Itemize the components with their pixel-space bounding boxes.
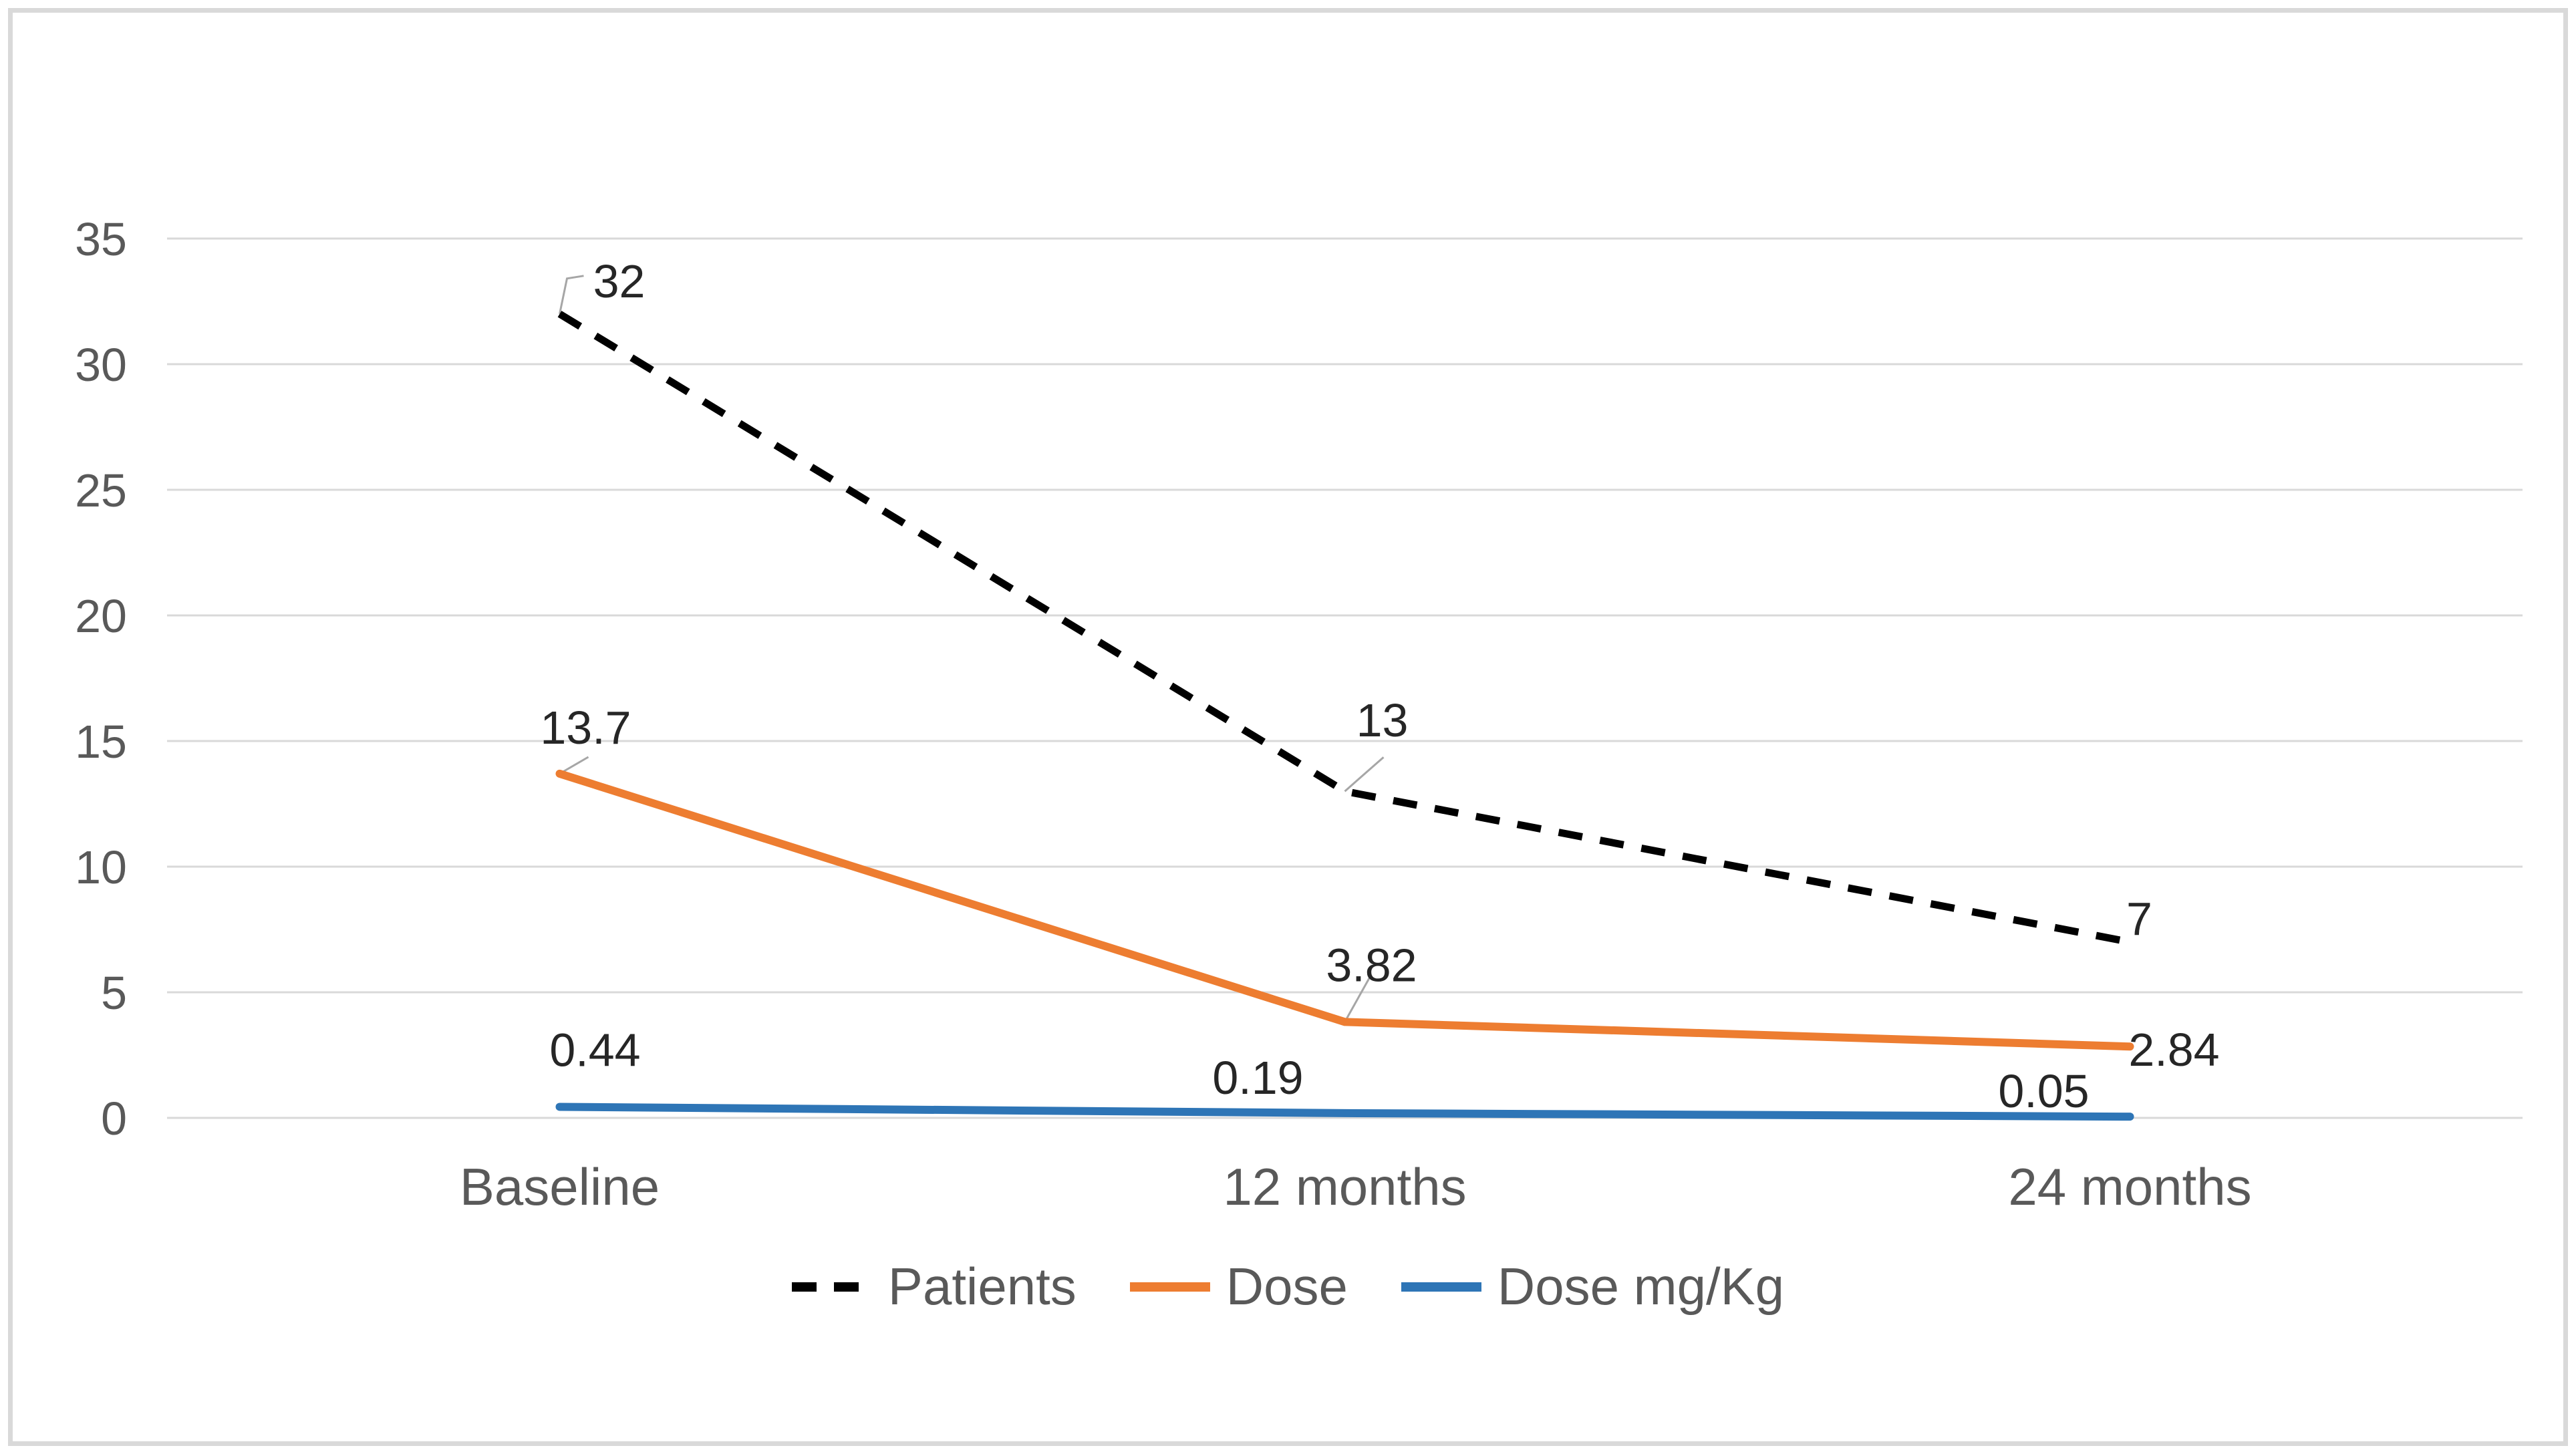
data-label-dose: 2.84 xyxy=(2128,1024,2219,1076)
data-label-dose: 13.7 xyxy=(540,702,631,754)
legend-item-dose: Dose xyxy=(1129,1256,1348,1317)
data-label-patients: 32 xyxy=(593,255,646,307)
chart-legend: Patients Dose Dose mg/Kg xyxy=(0,1256,2576,1317)
y-axis-tick-label: 30 xyxy=(75,339,127,391)
legend-label: Patients xyxy=(887,1257,1077,1316)
legend-item-dose-mg-kg: Dose mg/Kg xyxy=(1401,1256,1784,1317)
series-line-patients xyxy=(557,311,2131,946)
chart-border xyxy=(8,8,2568,1446)
data-label-dose-mg-kg: 0.05 xyxy=(1998,1065,2089,1117)
data-label-leader-line xyxy=(1344,976,1371,1023)
legend-line-icon xyxy=(1401,1282,1481,1292)
series-line-dose-mg-kg xyxy=(555,1103,2134,1121)
legend-item-patients: Patients xyxy=(791,1256,1077,1317)
y-axis-tick-label: 20 xyxy=(75,590,127,642)
y-axis-tick-label: 15 xyxy=(75,716,127,768)
y-axis-tick-label: 5 xyxy=(101,967,127,1019)
series-line-dose xyxy=(555,769,2134,1051)
x-axis-category-label: Baseline xyxy=(460,1157,660,1216)
legend-line-icon xyxy=(791,1282,872,1292)
data-label-dose: 3.82 xyxy=(1326,939,1417,991)
legend-label: Dose xyxy=(1226,1257,1348,1316)
data-label-leader-line xyxy=(559,756,589,775)
data-label-dose-mg-kg: 0.44 xyxy=(549,1024,640,1076)
x-axis-category-label: 24 months xyxy=(2008,1157,2251,1216)
y-axis-tick-label: 25 xyxy=(75,464,127,517)
data-label-patients: 13 xyxy=(1356,694,1409,746)
y-axis-tick-label: 35 xyxy=(75,213,127,265)
data-label-leader-line xyxy=(559,275,584,315)
x-axis-category-label: 12 months xyxy=(1223,1157,1466,1216)
data-label-dose-mg-kg: 0.19 xyxy=(1212,1052,1303,1104)
y-axis-tick-label: 10 xyxy=(75,841,127,893)
data-label-leader-line xyxy=(1344,756,1385,792)
y-axis-tick-label: 0 xyxy=(101,1093,127,1145)
legend-line-icon xyxy=(1129,1282,1210,1292)
data-label-patients: 7 xyxy=(2126,893,2152,945)
legend-label: Dose mg/Kg xyxy=(1497,1257,1785,1316)
